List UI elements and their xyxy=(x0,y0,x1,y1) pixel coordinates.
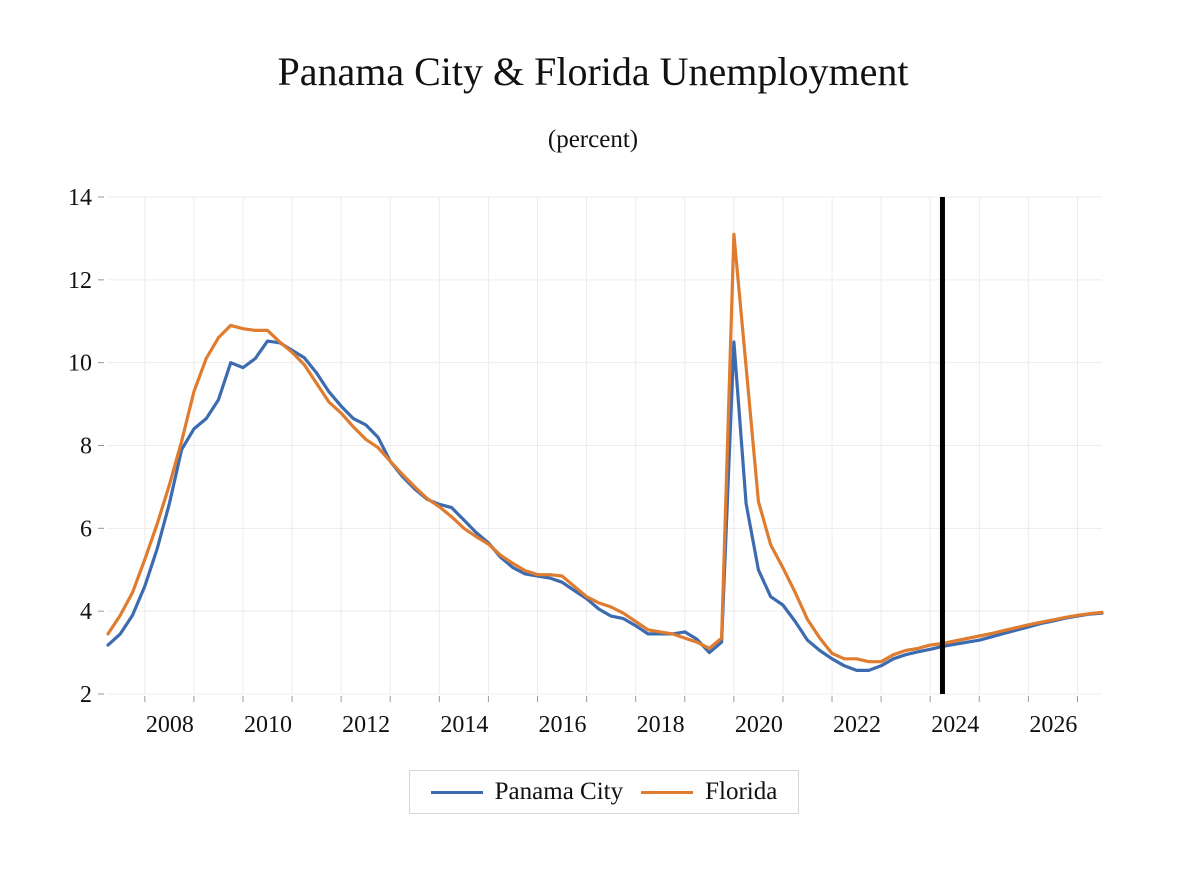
legend-label-florida: Florida xyxy=(705,778,778,805)
y-tick-label: 14 xyxy=(68,185,92,211)
series-lines xyxy=(106,232,1104,673)
legend-label-panama-city: Panama City xyxy=(494,778,624,805)
legend-swatch-panama-city xyxy=(430,790,483,794)
x-tick-label: 2020 xyxy=(735,712,783,738)
axes: 2 4 6 8 10 12 14 2008 2010 2012 2014 2016 2018 2020 20… xyxy=(68,185,1078,738)
x-tick-label: 2008 xyxy=(146,712,194,738)
y-tick-label: 12 xyxy=(68,268,92,294)
chart-subtitle: (percent) xyxy=(547,126,639,153)
legend-item-florida: Florida xyxy=(641,778,777,806)
x-tick-label: 2014 xyxy=(440,712,488,738)
y-tick-label: 4 xyxy=(80,599,92,625)
x-tick-label: 2016 xyxy=(539,712,587,738)
legend: Panama City Florida xyxy=(409,770,799,814)
x-tick-label: 2026 xyxy=(1029,712,1077,738)
y-tick-label: 10 xyxy=(68,351,92,377)
chart-title: Panama City & Florida Unemployment xyxy=(277,49,909,94)
legend-item-panama-city: Panama City xyxy=(430,778,624,806)
legend-swatch-florida xyxy=(641,790,694,794)
y-tick-label: 8 xyxy=(80,434,92,460)
series-line-florida xyxy=(106,232,1104,664)
x-tick-label: 2018 xyxy=(637,712,685,738)
grid xyxy=(108,196,1102,695)
y-tick-label: 2 xyxy=(80,682,92,708)
x-tick-label: 2022 xyxy=(833,712,881,738)
x-tick-label: 2010 xyxy=(244,712,292,738)
x-tick-label: 2024 xyxy=(931,712,979,738)
series-line-panama-city xyxy=(106,339,1104,673)
y-tick-label: 6 xyxy=(80,516,92,542)
x-tick-label: 2012 xyxy=(342,712,390,738)
